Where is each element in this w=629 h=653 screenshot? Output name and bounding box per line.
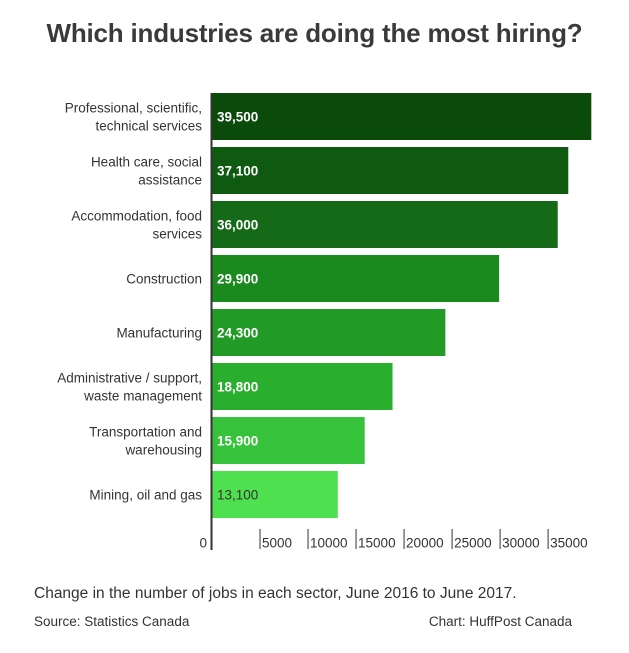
category-label-4: Manufacturing: [116, 326, 202, 341]
category-label-6: Transportation and warehousing: [89, 425, 202, 458]
category-label-1: Health care, social assistance: [91, 155, 202, 188]
bar-2: [212, 201, 558, 248]
bar-4: [212, 309, 446, 356]
x-tick-label-6: 30000: [502, 536, 540, 551]
chart-credit: Chart: HuffPost Canada: [428, 614, 572, 629]
chart-source: Source: Statistics Canada: [34, 614, 190, 629]
chart-title: Which industries are doing the most hiri…: [46, 18, 583, 48]
category-label-3: Construction: [126, 272, 202, 287]
x-tick-label-1: 5000: [262, 536, 292, 551]
x-tick-label-5: 25000: [454, 536, 492, 551]
value-label-0: 39,500: [217, 110, 258, 125]
bar-5: [212, 363, 393, 410]
category-label-7: Mining, oil and gas: [89, 488, 202, 503]
bar-1: [212, 147, 569, 194]
value-label-4: 24,300: [217, 326, 258, 341]
value-label-7: 13,100: [217, 488, 258, 503]
value-label-2: 36,000: [217, 218, 258, 233]
x-tick-label-7: 35000: [550, 536, 588, 551]
x-tick-label-0: 0: [199, 536, 207, 551]
x-tick-label-3: 15000: [358, 536, 396, 551]
bar-6: [212, 417, 365, 464]
bars-group: 39,500 Professional, scientific, technical…: [57, 93, 592, 518]
x-tick-label-2: 10000: [310, 536, 348, 551]
category-label-5: Administrative / support, waste managemen…: [57, 371, 202, 404]
bar-7: [212, 471, 338, 518]
category-label-2: Accommodation, food services: [71, 209, 202, 242]
category-label-0: Professional, scientific, technical servi…: [65, 101, 203, 134]
chart-caption: Change in the number of jobs in each sec…: [34, 585, 517, 602]
x-axis: 0 5000 10000 15000 20000 25000 30000 35000: [199, 93, 588, 551]
bar-chart: 39,500 Professional, scientific, technical…: [57, 93, 592, 551]
x-tick-label-4: 20000: [406, 536, 444, 551]
bar-0: [212, 93, 592, 140]
value-label-1: 37,100: [217, 164, 258, 179]
bar-3: [212, 255, 500, 302]
value-label-5: 18,800: [217, 380, 258, 395]
value-label-6: 15,900: [217, 434, 258, 449]
value-label-3: 29,900: [217, 272, 258, 287]
